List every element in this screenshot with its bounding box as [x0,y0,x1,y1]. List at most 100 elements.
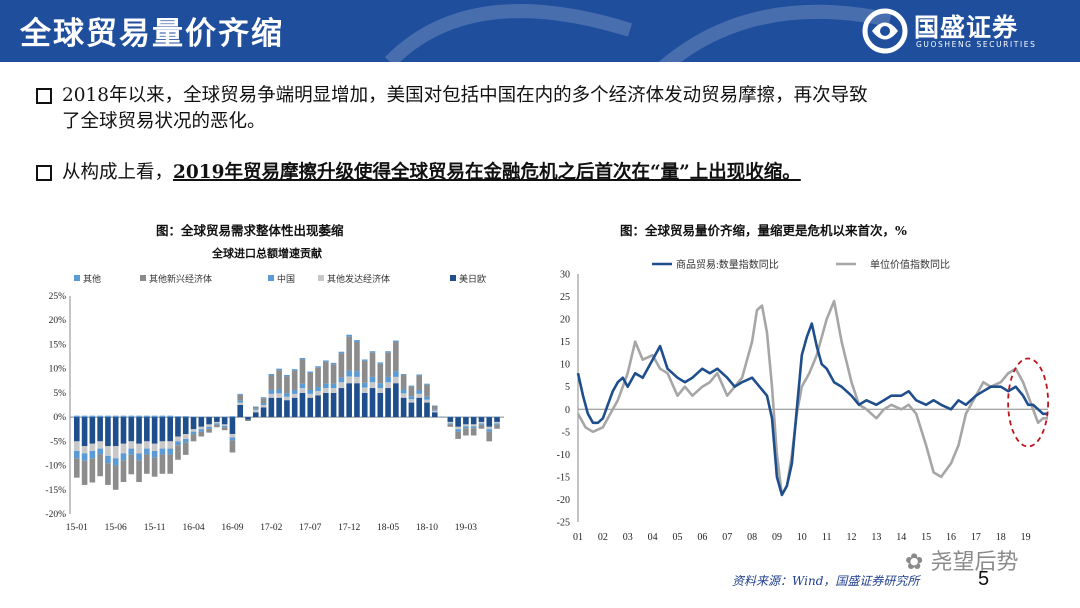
bar-segment [369,352,376,377]
bar-segment [144,415,150,418]
bullet-square-icon [36,165,52,181]
bar-segment [112,465,119,490]
bar-segment [431,405,438,410]
bar-segment [144,454,150,474]
bar-segment [112,458,119,466]
legend-swatch-0 [74,275,80,281]
bar-segment [159,417,166,442]
bar-segment [323,392,329,418]
bar-segment [393,342,399,372]
legend-label: 其他发达经济体 [327,273,390,284]
x-tick-label: 09 [772,532,782,543]
bar-segment [463,417,469,425]
bar-segment [276,370,282,390]
bar-segment [346,336,352,371]
bar-segment [354,383,360,418]
bar-segment [299,358,306,360]
x-tick-label: 05 [672,532,682,543]
bar-segment [478,421,485,424]
legend-label: 商品贸易:数量指数同比 [676,258,779,271]
x-tick-label: 17-02 [260,523,282,533]
bar-segment [455,429,461,432]
y-tick-label: -20 [557,495,570,506]
bar-segment [260,398,267,404]
bar-segment [214,423,220,425]
bar-segment [400,389,407,394]
bar-segment [89,451,96,459]
bar-segment [97,441,103,449]
bar-segment [346,334,352,337]
bullet-2-emphasis: 2019年贸易摩擦升级使得全球贸易在金融危机之后首次在“量”上出现收缩。 [173,162,801,183]
wechat-icon: ✿ [905,550,924,575]
x-tick-label: 18-05 [377,523,399,533]
bar-segment [268,397,275,418]
bar-segment [120,415,127,418]
header-bar: 全球贸易量价齐缩 国盛证券 GUOSHENG SECURITIES [0,0,1080,62]
bar-segment [128,415,135,418]
bar-segment [167,441,173,449]
bar-segment [330,392,337,418]
x-tick-label: 18-10 [416,523,438,533]
bar-segment [315,395,321,418]
bar-segment [237,394,244,401]
x-tick-label: 11 [822,532,832,543]
x-tick-label: 17-07 [299,523,321,533]
bar-segment [74,415,80,418]
y-tick-label: 10% [49,365,67,375]
bar-segment [198,426,205,430]
bar-segment [190,429,197,432]
bar-segment [393,376,399,384]
y-tick-label: 0 [565,405,570,416]
bar-segment [167,448,173,455]
bar-segment [229,416,236,418]
bar-segment [105,415,111,418]
bar-segment [338,377,345,383]
bar-segment [245,419,251,421]
bar-segment [190,434,197,442]
bar-segment [268,375,275,390]
bar-segment [323,383,329,389]
bar-segment [416,397,423,418]
bar-segment [276,389,282,394]
bar-segment [369,351,376,353]
bar-segment [182,434,189,439]
x-tick-label: 04 [648,532,658,543]
bar-segment [128,417,135,442]
bar-segment [81,415,88,418]
bar-segment [346,376,352,384]
bar-segment [105,455,111,464]
logo-english-name: GUOSHENG SECURITIES [916,40,1037,49]
legend-label: 单位价值指数同比 [870,258,950,271]
bar-segment [136,415,142,418]
bar-segment [120,460,127,483]
bar-segment [229,417,236,435]
highlight-ellipse [1007,357,1050,448]
bar-segment [276,393,282,398]
bar-segment [151,443,158,452]
bar-segment [167,415,173,418]
bar-segment [89,458,96,483]
bar-segment [447,423,454,425]
bar-segment [291,369,298,371]
bar-segment [291,370,298,390]
bar-segment [97,415,103,418]
bar-segment [486,426,493,430]
bar-segment [151,451,158,458]
x-tick-label: 16-04 [182,523,204,533]
bar-segment [276,397,282,418]
page-number: 5 [978,568,990,590]
bar-segment [393,383,399,418]
bar-segment [408,385,415,387]
bar-segment [284,396,290,401]
bar-segment [206,424,212,427]
bar-chart-import-contribution: 其他 其他新兴经济体 中国 其他发达经济体 美日欧 -20% -15% -10% -5% 0% 5%… [45,273,504,533]
bar-segment [424,402,430,418]
y-tick-label: -5% [50,437,66,447]
bar-segment [307,371,314,374]
bar-segment [120,453,127,461]
bar-segment [416,374,423,376]
bar-segment [408,386,415,397]
bar-segment [470,426,477,429]
bar-segment [299,383,306,389]
bar-segment [291,393,298,398]
